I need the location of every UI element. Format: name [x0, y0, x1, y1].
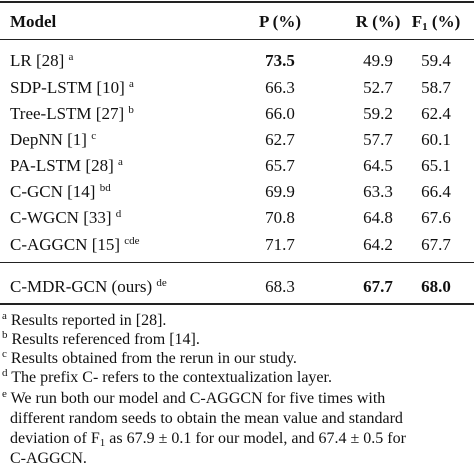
value-cell: 62.4 — [421, 104, 451, 123]
row-model: SDP-LSTM [10] a — [10, 78, 134, 97]
header-cell: F1 (%) — [411, 12, 461, 33]
footnote-text: as 67.9 ± 0.1 for our model, and 67.4 ± … — [105, 430, 406, 447]
header-cell: P (%) — [258, 12, 302, 31]
value-cell: 66.4 — [421, 182, 451, 201]
footnote-mark: b — [128, 104, 134, 116]
footnote-line: a Results reported in [28]. — [2, 310, 167, 329]
value-cell: 57.7 — [363, 130, 393, 149]
footnote-mark: cde — [124, 235, 140, 247]
value-cell: 66.0 — [265, 104, 295, 123]
footnote-mark: a — [118, 156, 123, 168]
footnote-mark: c — [2, 348, 7, 360]
footnote-line: c Results obtained from the rerun in our… — [2, 348, 297, 367]
model-name: Tree-LSTM [27] — [10, 104, 125, 123]
value-cell: 71.7 — [265, 235, 295, 254]
value-cell: 67.7 — [363, 277, 393, 296]
header-cell: R (%) — [355, 12, 401, 31]
value-cell: 64.8 — [363, 208, 393, 227]
row-model: C-WGCN [33] d — [10, 208, 122, 227]
footnote-line: b Results referenced from [14]. — [2, 329, 200, 348]
model-name: C-AGGCN [15] — [10, 235, 121, 254]
value-cell: 68.3 — [265, 277, 295, 296]
footnote-mark: de — [156, 277, 167, 289]
model-name: DepNN [1] — [10, 130, 87, 149]
footnote-line: e We run both our model and C-AGGCN for … — [2, 388, 386, 407]
header-subscript: 1 — [422, 21, 428, 33]
value-cell: 73.5 — [265, 51, 295, 70]
row-model: PA-LSTM [28] a — [10, 156, 123, 175]
footnote-mark: d — [2, 367, 8, 379]
footnote-mark: a — [2, 310, 7, 322]
value-cell: 67.7 — [421, 235, 451, 254]
header-cell: Model — [10, 12, 57, 31]
footnote-mark: bd — [99, 182, 111, 194]
value-cell: 65.7 — [265, 156, 295, 175]
footnote-mark: b — [2, 329, 8, 341]
value-cell: 66.3 — [265, 78, 295, 97]
model-name: LR [28] — [10, 51, 65, 70]
header-text: F — [411, 12, 423, 31]
ours-row-model: C-MDR-GCN (ours) de — [10, 277, 167, 296]
footnote-text: The prefix C- refers to the contextualiz… — [11, 369, 332, 386]
value-cell: 52.7 — [363, 78, 393, 97]
footnote-line: different random seeds to obtain the mea… — [10, 411, 403, 427]
top-rule — [0, 1, 474, 3]
value-cell: 68.0 — [421, 277, 451, 296]
value-cell: 67.6 — [421, 208, 451, 227]
value-cell: 63.3 — [363, 182, 393, 201]
value-cell: 60.1 — [421, 130, 451, 149]
footnote-line: d The prefix C- refers to the contextual… — [2, 367, 332, 386]
footnote-text: We run both our model and C-AGGCN for fi… — [10, 390, 386, 407]
mid-rule — [0, 262, 474, 263]
row-model: LR [28] a — [10, 51, 74, 70]
footnote-mark: e — [2, 388, 7, 400]
footnote-mark: c — [91, 130, 97, 142]
value-cell: 70.8 — [265, 208, 295, 227]
footnote-line: deviation of F1 as 67.9 ± 0.1 for our mo… — [10, 430, 406, 449]
footnote-text: Results obtained from the rerun in our s… — [10, 350, 297, 367]
footnote-text: different random seeds to obtain the mea… — [10, 410, 403, 427]
footnote-text: C-AGGCN. — [10, 450, 87, 467]
value-cell: 59.4 — [421, 51, 451, 70]
value-cell: 62.7 — [265, 130, 295, 149]
footnote-text: deviation of F — [10, 430, 100, 447]
model-name: PA-LSTM [28] — [10, 156, 114, 175]
model-name: SDP-LSTM [10] — [10, 78, 125, 97]
row-model: Tree-LSTM [27] b — [10, 104, 134, 123]
header-rule — [0, 39, 474, 40]
value-cell: 65.1 — [421, 156, 451, 175]
footnote-mark: a — [129, 78, 134, 90]
row-model: C-GCN [14] bd — [10, 182, 111, 201]
value-cell: 49.9 — [363, 51, 393, 70]
model-name: C-MDR-GCN (ours) — [10, 277, 153, 296]
row-model: DepNN [1] c — [10, 130, 97, 149]
model-name: C-WGCN [33] — [10, 208, 112, 227]
footnote-mark: a — [68, 51, 74, 63]
row-model: C-AGGCN [15] cde — [10, 235, 140, 254]
footnote-line: C-AGGCN. — [10, 451, 87, 467]
model-name: C-GCN [14] — [10, 182, 96, 201]
subscript: 1 — [99, 437, 106, 449]
footnote-text: Results referenced from [14]. — [11, 331, 200, 348]
value-cell: 64.2 — [363, 235, 393, 254]
value-cell: 69.9 — [265, 182, 295, 201]
value-cell: 59.2 — [363, 104, 393, 123]
footnote-mark: d — [115, 208, 122, 220]
bottom-rule — [0, 303, 474, 305]
footnote-text: Results reported in [28]. — [10, 312, 167, 329]
value-cell: 58.7 — [421, 78, 451, 97]
value-cell: 64.5 — [363, 156, 393, 175]
header-text: (%) — [427, 12, 461, 31]
